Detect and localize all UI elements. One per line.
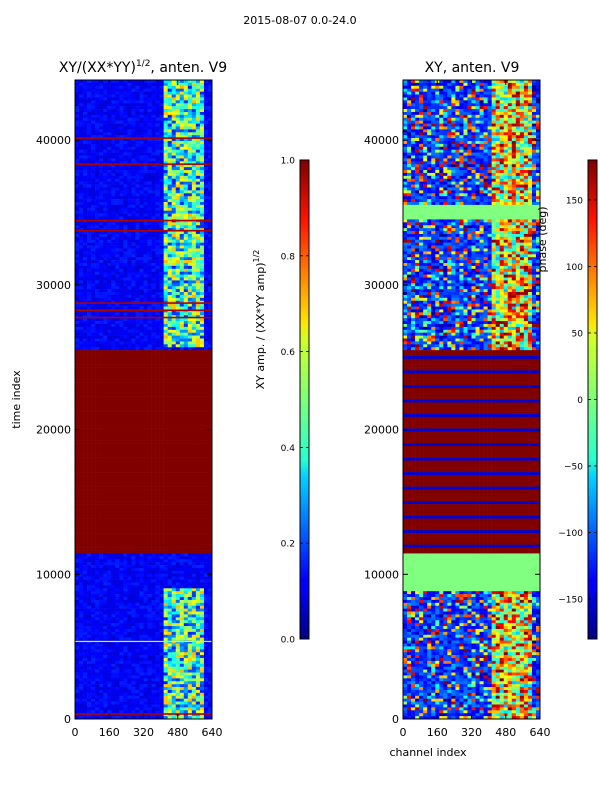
colorbar-tick-label: 50 [572, 329, 584, 339]
colorbar-tick-label: 0.8 [281, 252, 296, 262]
figure-suptitle: 2015-08-07 0.0-24.0 [243, 14, 357, 27]
phase-axes: 0 10000 20000 30000 40000 0 160 320 480 640 [364, 80, 551, 739]
phase-colorbar-ticks: −150 −100 −50 0 50 100 150 [558, 196, 597, 606]
x-tick-label: 480 [495, 726, 516, 739]
amp-colorbar-ticks: 0.0 0.2 0.4 0.6 0.8 1.0 [281, 157, 309, 646]
x-tick-label: 640 [530, 726, 551, 739]
x-tick-label: 160 [99, 726, 120, 739]
y-tick-label: 10000 [364, 568, 399, 581]
amp-ylabel: time index [10, 370, 23, 429]
colorbar-tick-label: 0.2 [281, 540, 295, 550]
y-tick-label: 40000 [36, 134, 71, 147]
colorbar-tick-label: 0.6 [281, 348, 296, 358]
x-tick-label: 320 [461, 726, 482, 739]
colorbar-tick-label: 1.0 [281, 157, 296, 167]
y-tick-label: 0 [64, 713, 71, 726]
phase-colorbar-label: phase (deg) [536, 206, 549, 272]
colorbar-tick-label: 0 [577, 396, 583, 406]
amp-colorbar [299, 159, 310, 640]
x-tick-label: 0 [400, 726, 407, 739]
x-tick-label: 480 [167, 726, 188, 739]
x-tick-label: 0 [72, 726, 79, 739]
colorbar-tick-label: 150 [566, 196, 583, 206]
phase-title: XY, anten. V9 [425, 60, 520, 76]
amp-axes: 0 10000 20000 30000 40000 0 160 320 480 640 [36, 80, 223, 739]
y-tick-label: 10000 [36, 568, 71, 581]
amp-title: XY/(XX*YY)1/2, anten. V9 [59, 59, 227, 76]
y-tick-label: 30000 [364, 279, 399, 292]
y-tick-label: 20000 [364, 424, 399, 437]
x-tick-label: 640 [202, 726, 223, 739]
y-tick-label: 30000 [36, 279, 71, 292]
phase-xlabel: channel index [389, 746, 467, 759]
colorbar-tick-label: −100 [558, 529, 583, 539]
y-tick-label: 0 [392, 713, 399, 726]
amp-heatmap [75, 80, 213, 720]
y-tick-label: 20000 [36, 424, 71, 437]
colorbar-tick-label: −50 [564, 463, 583, 473]
x-tick-label: 320 [133, 726, 154, 739]
amp-colorbar-label: XY amp. / (XX*YY amp)1/2 [252, 250, 267, 390]
colorbar-tick-label: 0.4 [281, 444, 296, 454]
colorbar-tick-label: −150 [558, 596, 583, 606]
x-tick-label: 160 [427, 726, 448, 739]
phase-heatmap [403, 80, 541, 720]
y-tick-label: 40000 [364, 134, 399, 147]
colorbar-tick-label: 100 [566, 263, 583, 273]
colorbar-tick-label: 0.0 [281, 636, 296, 646]
